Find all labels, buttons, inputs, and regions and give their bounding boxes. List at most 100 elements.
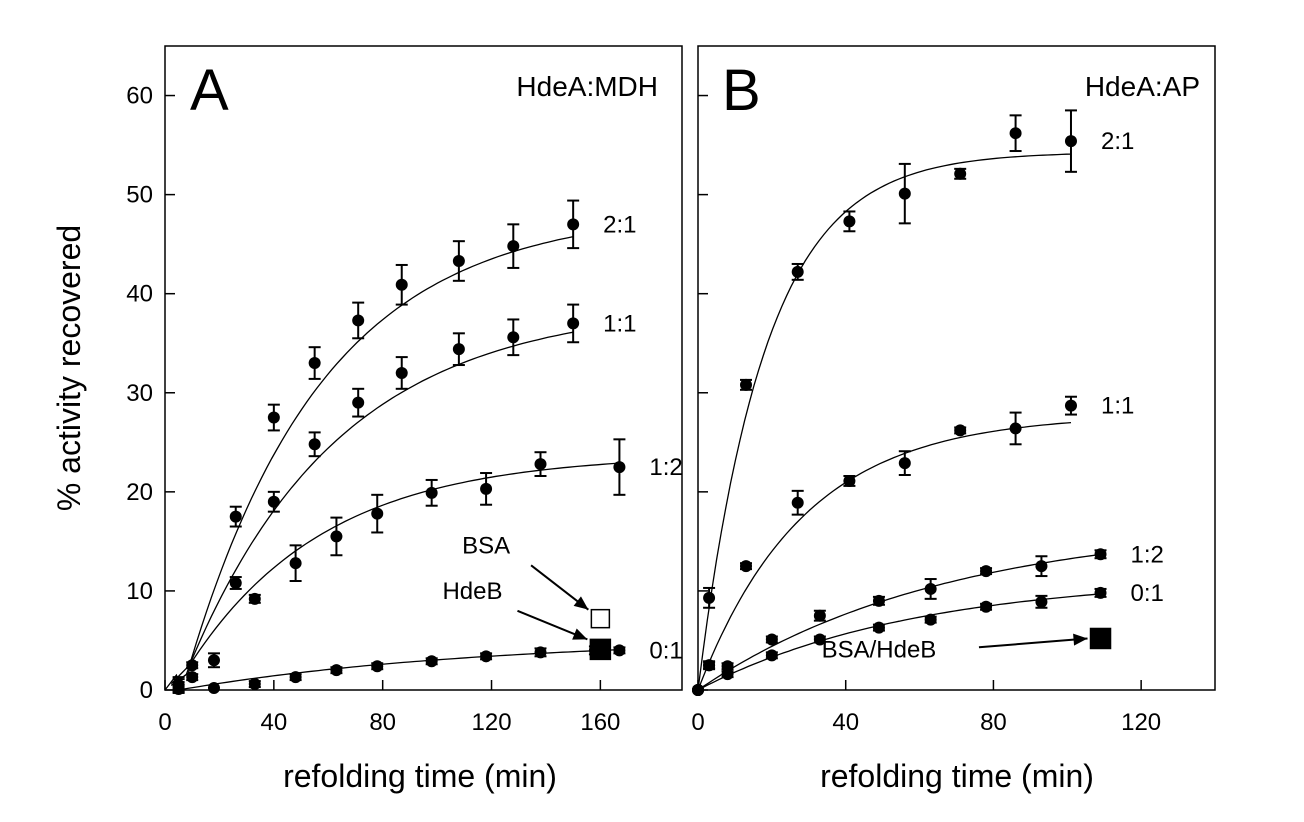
data-point	[721, 668, 734, 681]
data-point	[507, 331, 520, 344]
data-point	[1064, 399, 1077, 412]
y-tick-label: 60	[126, 83, 153, 110]
annotation-label: BSA	[462, 532, 510, 559]
data-point	[172, 683, 185, 696]
series-label: 0:1	[1131, 580, 1164, 607]
series-label: 1:1	[1101, 393, 1134, 420]
data-point	[425, 655, 438, 668]
data-point	[507, 240, 520, 253]
x-tick-label: 40	[260, 709, 287, 736]
series-label: 1:2	[1131, 541, 1164, 568]
x-tick-label: 0	[691, 709, 704, 736]
data-point	[186, 671, 199, 684]
data-point	[872, 594, 885, 607]
data-point	[395, 366, 408, 379]
data-point	[1035, 595, 1048, 608]
y-tick-label: 50	[126, 182, 153, 209]
x-tick-label: 80	[369, 709, 396, 736]
fit-curve	[697, 421, 1072, 691]
fit-curve	[170, 331, 574, 686]
data-point	[371, 660, 384, 673]
fit-curve	[697, 553, 1101, 691]
y-tick-label: 10	[126, 578, 153, 605]
arrow-head	[573, 596, 589, 610]
filled-square-marker	[1089, 627, 1112, 650]
data-point	[534, 458, 547, 471]
y-tick-label: 20	[126, 479, 153, 506]
data-point	[330, 664, 343, 677]
data-point	[371, 507, 384, 520]
series-label: 0:1	[649, 637, 682, 664]
panel-b-xlabel: refolding time (min)	[820, 758, 1094, 794]
data-point	[924, 582, 937, 595]
annotation-label: BSA/HdeB	[822, 636, 937, 663]
series-label: 2:1	[1101, 128, 1134, 155]
data-point	[567, 317, 580, 330]
annotation-arrow	[978, 637, 1088, 649]
data-point	[872, 621, 885, 634]
data-point	[898, 457, 911, 470]
data-point	[1094, 548, 1107, 561]
x-tick-label: 0	[158, 709, 171, 736]
data-point	[248, 678, 261, 691]
y-tick-label: 30	[126, 380, 153, 407]
arrow-head	[572, 628, 588, 640]
data-point	[692, 684, 704, 696]
fit-curve	[170, 235, 574, 685]
data-point	[267, 495, 280, 508]
data-point	[308, 438, 321, 451]
fit-curve	[170, 462, 620, 686]
data-point	[740, 560, 753, 573]
series-label: 2:1	[603, 211, 636, 238]
data-point	[980, 600, 993, 613]
data-point	[425, 486, 438, 499]
data-point	[452, 254, 465, 267]
panel-a-letter: A	[190, 58, 229, 123]
data-point	[813, 609, 826, 622]
data-point	[898, 187, 911, 200]
x-tick-label: 160	[580, 709, 620, 736]
y-tick-label: 40	[126, 281, 153, 308]
data-point	[791, 265, 804, 278]
x-tick-label: 40	[832, 709, 859, 736]
data-point	[207, 682, 220, 695]
fit-curve	[697, 153, 1072, 691]
data-point	[534, 646, 547, 659]
data-point	[791, 496, 804, 509]
annotation-label: HdeB	[442, 578, 502, 605]
data-point	[740, 378, 753, 391]
data-point	[980, 565, 993, 578]
arrow-head	[1073, 633, 1088, 646]
data-point	[843, 215, 856, 228]
data-point	[1064, 135, 1077, 148]
x-tick-label: 80	[980, 709, 1007, 736]
data-point	[229, 576, 242, 589]
fit-curve	[697, 593, 1101, 691]
data-point	[395, 278, 408, 291]
data-point	[703, 659, 716, 672]
x-tick-label: 120	[472, 709, 512, 736]
data-point	[352, 396, 365, 409]
data-point	[308, 357, 321, 370]
x-tick-label: 120	[1121, 709, 1161, 736]
panel-a-title: HdeA:MDH	[516, 71, 658, 102]
filled-square-marker	[589, 638, 612, 661]
data-point	[765, 649, 778, 662]
data-point	[352, 314, 365, 327]
data-point	[1009, 127, 1022, 140]
panel-b-title: HdeA:AP	[1085, 71, 1200, 102]
panel-b-letter: B	[722, 58, 761, 123]
panel-b: B HdeA:AP refolding time (min) 0 40 80 120 2…	[691, 45, 1216, 794]
data-point	[289, 671, 302, 684]
fit-curve	[164, 649, 620, 691]
data-point	[954, 167, 967, 180]
data-point	[924, 613, 937, 626]
data-point	[1035, 560, 1048, 573]
data-point	[703, 591, 716, 604]
panel-a: A HdeA:MDH refolding time (min) 0 10 20 30 4…	[126, 45, 683, 794]
data-point	[289, 557, 302, 570]
data-point	[207, 654, 220, 667]
data-point	[267, 411, 280, 424]
data-point	[813, 633, 826, 646]
